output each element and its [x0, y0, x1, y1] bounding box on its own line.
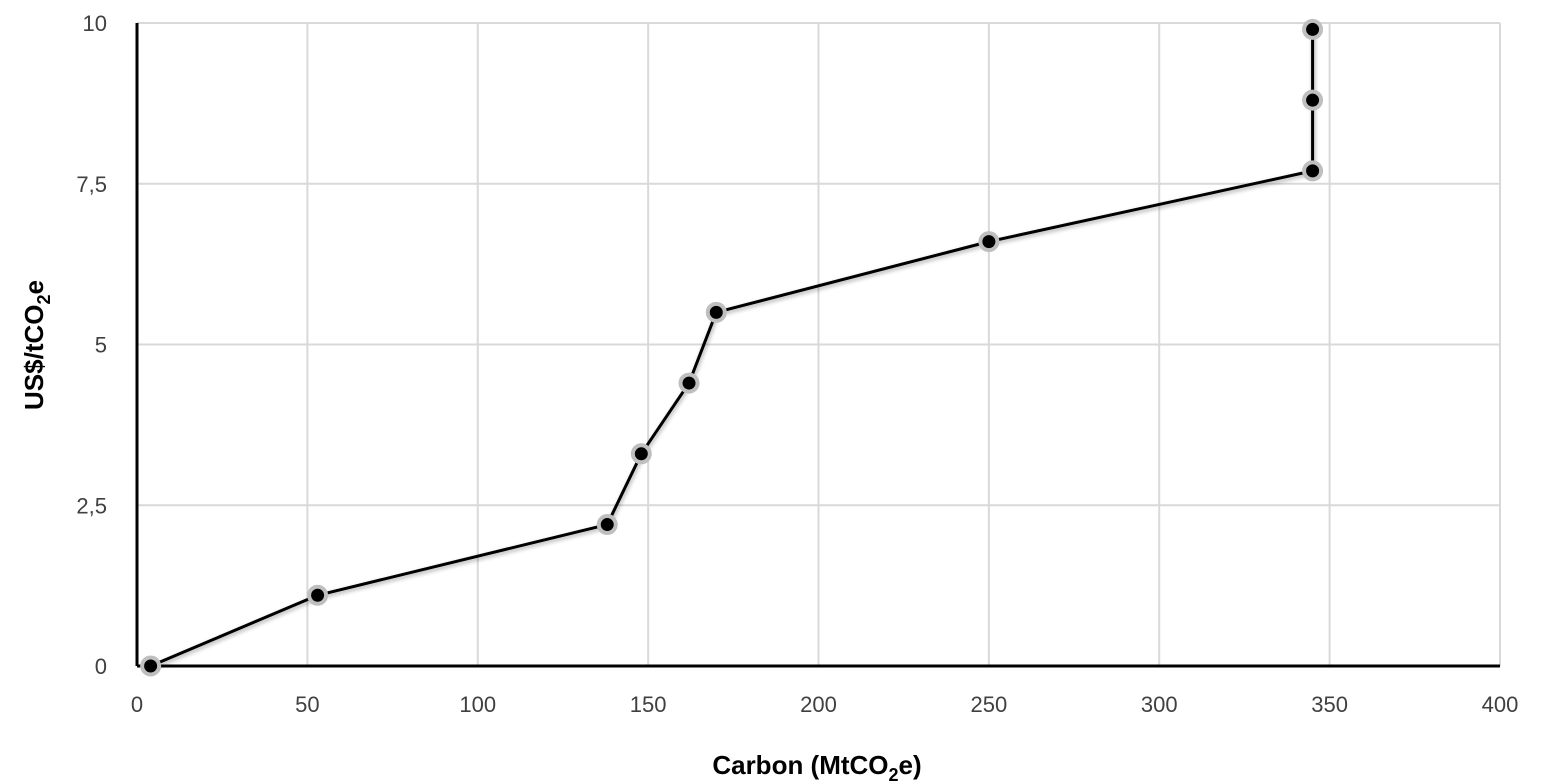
x-axis-title-subscript: 2 [889, 765, 899, 784]
x-axis-title-suffix: e) [899, 750, 922, 780]
gridlines [137, 22, 1501, 666]
data-point [630, 443, 652, 465]
data-point [1302, 160, 1324, 182]
x-tick-label: 200 [800, 692, 837, 717]
x-tick-label: 400 [1482, 692, 1519, 717]
y-tick-label: 0 [95, 654, 107, 679]
data-point [1302, 18, 1324, 40]
x-tick-label: 350 [1311, 692, 1348, 717]
y-tick-label: 7,5 [76, 172, 107, 197]
x-tick-label: 150 [630, 692, 667, 717]
data-point [596, 514, 618, 536]
series-layer [140, 18, 1324, 677]
y-tick-label: 5 [95, 333, 107, 358]
y-tick-label: 2,5 [76, 493, 107, 518]
y-axis-title: US$/tCO2e [19, 280, 54, 410]
x-tick-label: 300 [1141, 692, 1178, 717]
data-point [705, 301, 727, 323]
data-point [307, 584, 329, 606]
y-axis-title-subscript: 2 [34, 294, 54, 304]
data-point [140, 655, 162, 677]
y-axis-title-main: US$/tCO [19, 305, 49, 410]
series-line [150, 29, 1315, 668]
axes [135, 23, 1500, 668]
x-axis-title: Carbon (MtCO2e) [712, 750, 921, 784]
data-point [678, 372, 700, 394]
y-tick-labels: 0 2,5 5 7,5 10 [76, 11, 107, 679]
x-tick-label: 100 [459, 692, 496, 717]
data-point [978, 231, 1000, 253]
x-tick-label: 50 [295, 692, 319, 717]
x-axis-title-main: Carbon (MtCO [712, 750, 888, 780]
y-tick-label: 10 [83, 11, 107, 36]
x-tick-label: 250 [971, 692, 1008, 717]
x-tick-label: 0 [131, 692, 143, 717]
y-axis-title-suffix: e [19, 280, 49, 294]
data-point [1302, 89, 1324, 111]
x-tick-labels: 0 50 100 150 200 250 300 350 400 [131, 692, 1518, 717]
